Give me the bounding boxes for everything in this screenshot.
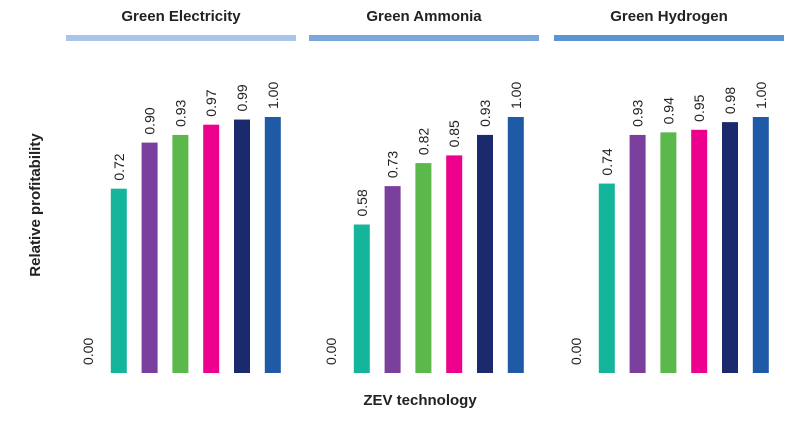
value-label: 0.00 (80, 338, 96, 365)
bar (598, 183, 615, 373)
value-label: 0.00 (323, 338, 339, 365)
bar (477, 134, 493, 373)
x-axis-label: ZEV technology (363, 392, 477, 409)
value-label: 0.98 (722, 87, 738, 114)
panel-header-bar (554, 35, 784, 41)
value-label: 0.94 (660, 97, 676, 124)
value-label: 0.97 (203, 89, 219, 116)
value-label: 0.73 (385, 151, 401, 178)
value-label: 0.99 (234, 84, 250, 111)
bar (203, 124, 220, 374)
bar (722, 122, 738, 374)
value-label: 0.00 (568, 338, 584, 365)
bar (353, 224, 370, 373)
value-label: 0.82 (415, 128, 431, 155)
value-label: 0.93 (477, 99, 493, 126)
panel-title: Green Hydrogen (610, 8, 728, 25)
panel-header-bar (309, 35, 539, 41)
y-axis-label: Relative profitability (27, 133, 44, 277)
bar (507, 117, 524, 373)
bar (691, 129, 708, 373)
bar (660, 132, 677, 373)
value-label: 1.00 (508, 82, 524, 109)
bar (446, 155, 463, 373)
value-label: 1.00 (265, 82, 281, 109)
bar (264, 117, 281, 373)
bar (234, 119, 250, 373)
value-label: 0.93 (172, 99, 188, 126)
value-label: 0.90 (142, 107, 158, 134)
value-label: 0.74 (599, 148, 615, 175)
bar (141, 142, 158, 373)
bar (110, 188, 127, 373)
value-label: 0.72 (111, 153, 127, 180)
value-label: 0.85 (446, 120, 462, 147)
bar (172, 134, 189, 373)
bar (752, 117, 769, 373)
value-label: 0.58 (354, 189, 370, 216)
panel-title: Green Electricity (121, 8, 241, 25)
value-label: 0.95 (691, 94, 707, 121)
panel-header-bar (66, 35, 296, 41)
panel-title: Green Ammonia (366, 8, 482, 25)
bar (629, 134, 646, 373)
value-label: 0.93 (630, 99, 646, 126)
bar (415, 163, 432, 373)
value-label: 1.00 (753, 82, 769, 109)
bar (384, 186, 401, 373)
